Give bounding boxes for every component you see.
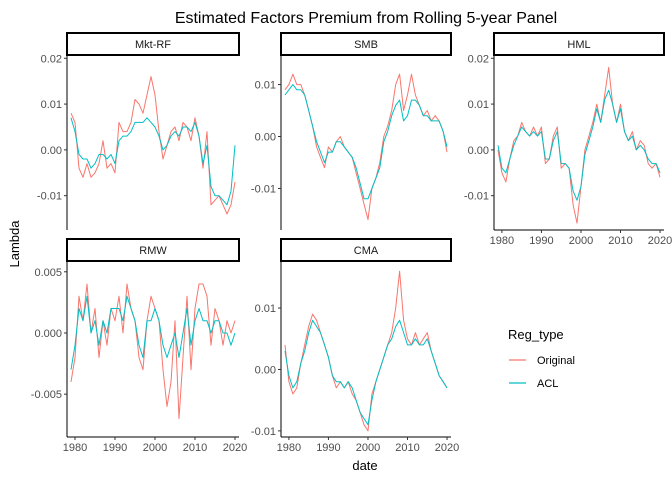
series-line-hml-original [497, 66, 661, 224]
y-tick-label-mkt-rf-3: -0.01 [37, 191, 62, 203]
strip-label-hml: HML [567, 39, 590, 51]
panel-rmw: RMW 0.005 0.000 -0.005 1980 1990 2000 2010 2020 [31, 238, 247, 454]
x-tick-label-rmw-1: 1990 [103, 442, 127, 454]
x-tick-label-rmw-4: 2020 [223, 442, 247, 454]
x-tick-label-cma-1: 1990 [316, 442, 340, 454]
series-line-smb-original [284, 73, 448, 221]
strip-label-cma: CMA [354, 245, 379, 257]
series-line-rmw-acl [70, 295, 236, 370]
x-tick-label-hml-1: 1990 [529, 235, 553, 247]
y-tick-label-smb-1: 0.00 [255, 132, 276, 144]
x-tick-label-rmw-3: 2010 [183, 442, 207, 454]
y-tick-label-rmw-0: 0.005 [34, 267, 62, 279]
y-tick-label-hml-1: 0.01 [468, 99, 489, 111]
series-line-rmw-original [70, 283, 236, 420]
y-tick-label-cma-0: 0.01 [255, 303, 276, 315]
x-tick-label-cma-4: 2020 [435, 442, 459, 454]
legend: Reg_type Original ACL [508, 327, 575, 390]
x-tick-label-hml-4: 2020 [648, 235, 672, 247]
y-tick-label-hml-2: 0.00 [468, 145, 489, 157]
strip-label-rmw: RMW [139, 245, 167, 257]
y-tick-label-mkt-rf-2: 0.00 [41, 145, 62, 157]
x-tick-label-cma-3: 2010 [395, 442, 419, 454]
y-tick-label-mkt-rf-1: 0.01 [41, 99, 62, 111]
series-line-cma-acl [284, 319, 448, 426]
y-tick-label-hml-3: -0.01 [464, 191, 489, 203]
x-tick-label-rmw-2: 2000 [143, 442, 167, 454]
strip-label-mkt-rf: Mkt-RF [135, 39, 171, 51]
x-tick-label-cma-2: 2000 [356, 442, 380, 454]
panel-mkt-rf: Mkt-RF 0.02 0.01 0.00 -0.01 [37, 32, 240, 230]
series-line-cma-original [284, 270, 448, 432]
panel-hml: HML 0.02 0.01 0.00 -0.01 1980 1990 2000 2010 2020 [464, 32, 672, 247]
y-tick-label-smb-0: 0.01 [255, 80, 276, 92]
chart-title: Estimated Factors Premium from Rolling 5… [175, 10, 557, 27]
strip-mkt-rf [66, 32, 240, 56]
x-tick-label-cma-0: 1980 [277, 442, 301, 454]
y-tick-label-rmw-1: 0.000 [34, 328, 62, 340]
series-line-hml-acl [497, 89, 661, 201]
x-tick-label-hml-2: 2000 [569, 235, 593, 247]
panel-smb: SMB 0.01 0.00 -0.01 [251, 32, 452, 230]
y-tick-label-hml-0: 0.02 [468, 53, 489, 65]
x-axis-title: date [352, 458, 377, 473]
strip-hml [493, 32, 665, 56]
strip-cma [280, 238, 452, 262]
series-line-mkt-rf-acl [70, 117, 236, 206]
series-line-smb-acl [284, 84, 448, 200]
y-tick-label-smb-2: -0.01 [251, 183, 276, 195]
legend-title: Reg_type [508, 327, 564, 342]
strip-label-smb: SMB [354, 39, 378, 51]
strip-rmw [66, 238, 240, 262]
strip-smb [280, 32, 452, 56]
series-line-mkt-rf-original [70, 76, 236, 215]
y-tick-label-mkt-rf-0: 0.02 [41, 53, 62, 65]
facet-panels: Mkt-RF0.020.010.00-0.01SMB0.010.00-0.01H… [31, 32, 672, 454]
legend-label-original: Original [537, 355, 575, 367]
y-tick-label-cma-1: 0.00 [255, 364, 276, 376]
x-tick-label-hml-3: 2010 [608, 235, 632, 247]
y-tick-label-cma-2: -0.01 [251, 426, 276, 438]
legend-label-acl: ACL [537, 378, 558, 390]
y-tick-label-rmw-2: -0.005 [31, 389, 62, 401]
y-axis-title: Lambda [7, 220, 22, 268]
x-tick-label-hml-0: 1980 [490, 235, 514, 247]
x-tick-label-rmw-0: 1980 [63, 442, 87, 454]
